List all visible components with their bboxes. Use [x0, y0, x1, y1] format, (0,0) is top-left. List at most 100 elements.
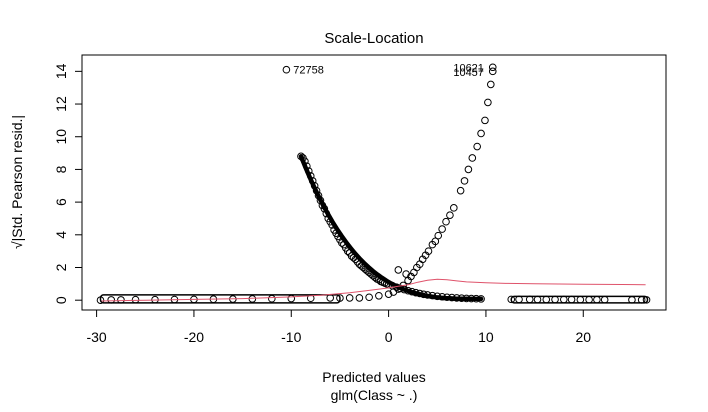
data-point [312, 186, 321, 195]
data-point [551, 295, 559, 304]
data-point [412, 288, 420, 297]
data-point [600, 295, 609, 304]
data-point [316, 196, 325, 205]
data-point [328, 221, 336, 229]
data-point [481, 116, 489, 125]
x-tick-label: 20 [575, 329, 591, 345]
data-point [457, 294, 466, 303]
data-point [287, 294, 296, 303]
data-point [462, 294, 471, 303]
data-point [567, 295, 576, 304]
data-point [456, 186, 465, 195]
data-point [320, 204, 329, 213]
data-point [477, 129, 485, 138]
data-point [464, 165, 473, 174]
data-point [450, 204, 458, 212]
data-point [408, 287, 416, 296]
outlier-label: 10457 [453, 67, 484, 79]
data-point [637, 296, 646, 304]
y-tick-label: 10 [53, 129, 69, 145]
data-point [642, 296, 651, 304]
data-point [117, 296, 125, 304]
data-point [371, 273, 379, 282]
data-point [415, 289, 424, 298]
x-tick-label: 10 [478, 329, 494, 345]
data-point [448, 293, 456, 302]
data-point [399, 281, 408, 290]
x-tick-label: 0 [385, 329, 393, 345]
data-point [533, 295, 542, 304]
data-point [336, 294, 344, 302]
data-point [338, 239, 346, 247]
data-point [268, 294, 276, 303]
data-point [400, 285, 408, 294]
y-tick-label: 0 [53, 296, 69, 304]
data-point [452, 294, 461, 302]
data-point [314, 191, 323, 200]
data-point [515, 295, 523, 304]
data-point [345, 294, 354, 302]
data-point [585, 295, 593, 304]
data-point [375, 291, 383, 300]
y-tick-label: 4 [53, 231, 69, 239]
data-point [628, 296, 636, 304]
data-point [428, 291, 437, 300]
data-point [460, 177, 469, 185]
x-tick-label: -20 [184, 329, 204, 345]
data-point [310, 181, 319, 190]
outlier-label: 10621 [453, 62, 484, 74]
data-point [525, 295, 534, 304]
data-point [355, 294, 364, 302]
data-point [282, 65, 291, 74]
x-axis: -30 -20 -10 0 10 20 [86, 309, 591, 345]
data-point [404, 286, 412, 295]
data-point [131, 295, 140, 304]
data-point [306, 172, 315, 180]
data-point [353, 257, 362, 266]
y-tick-label: 2 [53, 263, 69, 271]
data-point [434, 231, 443, 240]
data-point [248, 295, 257, 303]
data-point [487, 80, 495, 89]
data-point [542, 295, 551, 304]
data-point [308, 177, 317, 185]
data-point [394, 266, 403, 274]
data-point [576, 295, 585, 304]
data-point [507, 295, 516, 304]
data-point [488, 67, 497, 76]
data-point [593, 295, 601, 304]
data-point [442, 217, 450, 226]
outlier-label: 72758 [293, 65, 324, 77]
data-point [419, 290, 428, 299]
data-point [297, 152, 305, 161]
data-point [304, 167, 313, 175]
data-point [438, 292, 446, 301]
data-point [306, 294, 315, 303]
y-tick-label: 14 [53, 63, 69, 79]
data-point [394, 285, 403, 293]
x-tick-label: -10 [281, 329, 301, 345]
data-point [477, 295, 485, 303]
data-point [488, 63, 497, 72]
data-point [424, 247, 433, 255]
data-point [446, 211, 454, 219]
data-point [322, 209, 331, 218]
x-tick-label: -30 [86, 329, 106, 345]
data-point [484, 98, 492, 107]
data-point [472, 294, 481, 303]
data-point [365, 293, 373, 302]
data-point [301, 157, 309, 166]
data-point [303, 162, 311, 170]
data-point [433, 292, 442, 301]
data-point [443, 293, 451, 302]
y-tick-label: 12 [53, 96, 69, 112]
model-subtitle: glm(Class ~ .) [331, 387, 418, 403]
y-axis: 0 2 4 6 8 10 12 14 [53, 63, 83, 304]
data-point [560, 295, 568, 304]
data-point [96, 296, 105, 304]
data-point [467, 294, 476, 303]
data-point [438, 225, 446, 233]
